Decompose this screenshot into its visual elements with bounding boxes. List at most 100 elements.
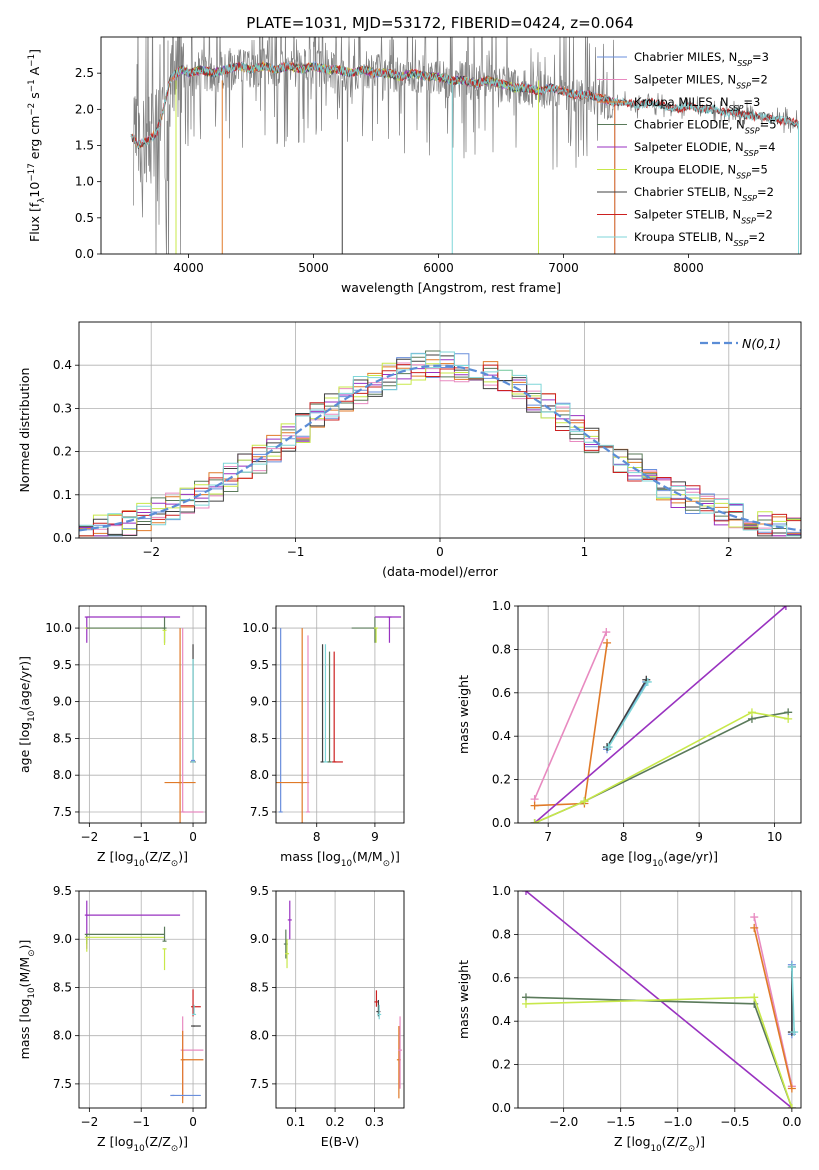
y-tick-label: 1.0 bbox=[75, 175, 94, 189]
y-tick-label: 0.1 bbox=[53, 488, 72, 502]
y-axis-label: mass weight bbox=[456, 675, 471, 754]
weight-marker bbox=[787, 1104, 796, 1108]
y-tick-label: 0.8 bbox=[492, 927, 511, 941]
histogram-series bbox=[79, 351, 801, 537]
x-tick-label: −1 bbox=[132, 830, 150, 844]
x-axis-label: E(B-V) bbox=[321, 1134, 360, 1149]
weight-marker bbox=[521, 999, 530, 1008]
y-tick-label: 9.5 bbox=[53, 884, 72, 898]
age-vs-mass-panel: 8 9 7.5 8.0 8.5 9.0 9.5 10.0 mass [log10(M/M⊙)] bbox=[242, 605, 405, 869]
y-tick-label: 8.0 bbox=[53, 1029, 72, 1043]
x-tick-label: 8 bbox=[313, 830, 321, 844]
plot-area bbox=[84, 900, 204, 1104]
legend-label: Salpeter ELODIE, NSSP=4 bbox=[634, 140, 775, 158]
x-tick-label: 0 bbox=[436, 545, 444, 559]
plot-area bbox=[130, 37, 799, 254]
y-tick-label: 8.5 bbox=[250, 980, 269, 994]
axes-frame bbox=[517, 890, 802, 1109]
legend-label: Chabrier STELIB, NSSP=2 bbox=[634, 185, 774, 203]
x-axis-label: (data-model)/error bbox=[382, 564, 499, 579]
weight-marker bbox=[580, 797, 589, 806]
plot-area bbox=[79, 350, 801, 537]
weight-line bbox=[525, 996, 793, 1108]
weight-marker bbox=[521, 891, 530, 895]
x-axis-label: wavelength [Angstrom, rest frame] bbox=[341, 280, 561, 295]
y-axis-label: mass weight bbox=[456, 960, 471, 1039]
weight-marker bbox=[750, 993, 759, 1002]
y-axis-label: Normed distribution bbox=[17, 368, 32, 493]
y-tick-label: 10.0 bbox=[45, 621, 72, 635]
weight-marker bbox=[643, 677, 652, 686]
plot-area bbox=[84, 616, 204, 823]
y-tick-label: 1.0 bbox=[492, 884, 511, 898]
y-tick-label: 9.0 bbox=[250, 695, 269, 709]
x-tick-label: 7000 bbox=[548, 261, 579, 275]
weight-vs-metallicity-panel: −2.0 −1.5 −1.0 −0.5 0.0 0.0 0.2 0.4 0.6 0.8 1.0 Z [… bbox=[456, 884, 802, 1154]
plot-area bbox=[283, 900, 403, 1099]
axes-frame bbox=[275, 605, 405, 824]
weight-vs-age-panel: 7 8 9 10 0.0 0.2 0.4 0.6 0.8 1.0 age [log10(age/yr… bbox=[456, 599, 802, 869]
weight-marker bbox=[530, 819, 539, 823]
y-tick-label: 0.5 bbox=[75, 211, 94, 225]
legend-label: Chabrier ELODIE, NSSP=5 bbox=[634, 118, 777, 136]
y-tick-label: 0.0 bbox=[492, 816, 511, 830]
y-tick-label: 8.5 bbox=[53, 980, 72, 994]
y-tick-label: 2.0 bbox=[75, 102, 94, 116]
x-tick-label: −2 bbox=[81, 1115, 99, 1129]
axes-frame bbox=[517, 605, 802, 824]
x-tick-label: −2 bbox=[142, 545, 160, 559]
axes-frame bbox=[275, 890, 405, 1109]
axes-frame bbox=[100, 36, 802, 255]
legend-label: Kroupa STELIB, NSSP=2 bbox=[634, 230, 765, 248]
axes-frame bbox=[78, 605, 207, 824]
y-tick-label: 0.0 bbox=[53, 531, 72, 545]
y-tick-label: 0.0 bbox=[75, 247, 94, 261]
x-axis-label: Z [log10(Z/Z⊙)] bbox=[97, 1134, 188, 1154]
y-tick-label: 8.0 bbox=[53, 768, 72, 782]
weight-line bbox=[607, 681, 649, 748]
weight-line bbox=[606, 679, 647, 748]
y-tick-label: 0.2 bbox=[492, 773, 511, 787]
y-tick-label: 0.0 bbox=[492, 1101, 511, 1115]
x-tick-label: 0.3 bbox=[365, 1115, 384, 1129]
x-tick-label: −1.5 bbox=[606, 1115, 635, 1129]
x-tick-label: 2 bbox=[725, 545, 733, 559]
plot-area bbox=[276, 616, 402, 823]
x-axis-label: Z [log10(Z/Z⊙)] bbox=[97, 849, 188, 869]
y-tick-label: 8.5 bbox=[250, 731, 269, 745]
y-tick-label: 9.0 bbox=[53, 932, 72, 946]
x-tick-label: 9 bbox=[695, 830, 703, 844]
plot-area bbox=[530, 606, 793, 823]
axes-frame bbox=[78, 321, 802, 539]
legend-label: Chabrier MILES, NSSP=3 bbox=[634, 50, 769, 68]
x-tick-label: −2 bbox=[81, 830, 99, 844]
x-axis-label: Z [log10(Z/Z⊙)] bbox=[614, 1134, 705, 1154]
residuals-panel: −2 −1 0 1 2 0.0 0.1 0.2 0.3 0.4 (data-model)/error… bbox=[17, 321, 802, 579]
model-spectrum-line bbox=[130, 61, 799, 148]
x-tick-label: −1 bbox=[287, 545, 305, 559]
y-tick-label: 0.4 bbox=[492, 1014, 511, 1028]
y-tick-label: 0.3 bbox=[53, 401, 72, 415]
weight-line bbox=[534, 606, 787, 823]
histogram-series bbox=[79, 364, 801, 537]
weight-marker bbox=[787, 1084, 796, 1093]
y-tick-label: 9.0 bbox=[250, 932, 269, 946]
y-tick-label: 7.5 bbox=[250, 805, 269, 819]
y-tick-label: 7.5 bbox=[53, 805, 72, 819]
legend-label: Salpeter STELIB, NSSP=2 bbox=[634, 208, 773, 226]
weight-marker bbox=[603, 638, 612, 647]
legend-label: Kroupa MILES, NSSP=3 bbox=[634, 95, 760, 113]
y-tick-label: 0.6 bbox=[492, 686, 511, 700]
x-tick-label: 5000 bbox=[298, 261, 329, 275]
x-tick-label: 8000 bbox=[673, 261, 704, 275]
y-tick-label: 1.0 bbox=[492, 599, 511, 613]
y-tick-label: 9.0 bbox=[53, 695, 72, 709]
mass-vs-metallicity-panel: −2 −1 0 7.5 8.0 8.5 9.0 9.5 Z [log10(Z/Z⊙)] mass … bbox=[17, 884, 207, 1154]
y-axis-label: Flux [fλ10−17 erg cm−2 s−1 A−1] bbox=[27, 49, 47, 242]
x-tick-label: 0.2 bbox=[326, 1115, 345, 1129]
weight-marker bbox=[602, 628, 611, 637]
x-tick-label: −0.5 bbox=[720, 1115, 749, 1129]
x-tick-label: 7 bbox=[544, 830, 552, 844]
weight-marker bbox=[784, 714, 793, 723]
